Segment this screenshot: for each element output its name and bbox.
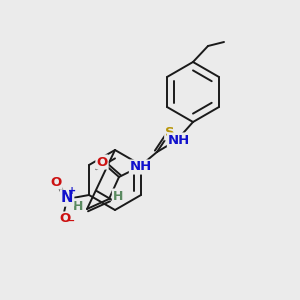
Text: O: O [59, 212, 70, 226]
Text: S: S [165, 127, 175, 140]
Text: NH: NH [168, 134, 190, 146]
Text: NH: NH [130, 160, 152, 173]
Text: H: H [113, 190, 123, 202]
Text: N: N [61, 190, 73, 206]
Text: H: H [73, 200, 83, 212]
Text: −: − [66, 216, 76, 226]
Text: O: O [50, 176, 62, 188]
Text: O: O [96, 155, 108, 169]
Text: +: + [68, 186, 76, 196]
